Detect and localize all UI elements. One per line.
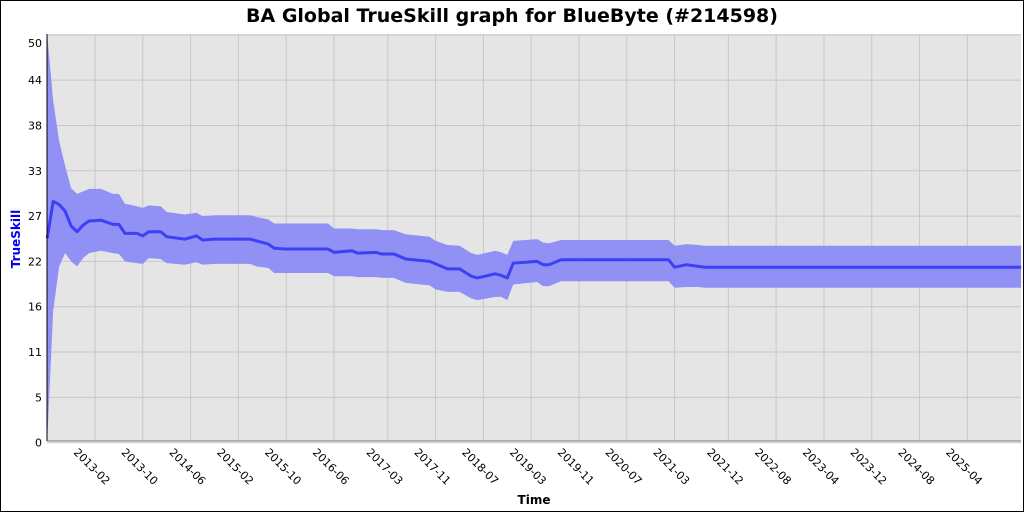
y-axis-label: TrueSkill [9, 210, 23, 268]
grid-lines [47, 34, 1021, 444]
x-tick-label: 2017-11 [411, 446, 453, 488]
mean-trueskill-line [45, 199, 1022, 280]
x-tick-label: 2020-07 [603, 446, 645, 488]
x-tick-label: 2021-03 [650, 446, 692, 488]
chart-title: BA Global TrueSkill graph for BlueByte (… [246, 5, 778, 27]
y-tick-label: 11 [28, 346, 42, 359]
x-tick-label: 2018-07 [459, 446, 501, 488]
x-tick-label: 2023-12 [848, 446, 890, 488]
y-tick-label: 50 [28, 37, 42, 50]
y-tick-label: 16 [28, 301, 42, 314]
y-tick-label: 5 [35, 391, 42, 404]
y-tick-label: 38 [28, 119, 42, 132]
uncertainty-band-group [47, 34, 1022, 442]
y-tick-label: 22 [28, 255, 42, 268]
x-tick-label: 2021-12 [704, 446, 746, 488]
uncertainty-band [47, 34, 1022, 442]
x-tick-label: 2014-06 [166, 446, 208, 488]
mean-line-group [45, 199, 1022, 280]
x-tick-label: 2019-11 [555, 446, 597, 488]
y-tick-label: 44 [28, 74, 42, 87]
x-tick-label: 2015-02 [214, 446, 256, 488]
x-tick-label: 2017-03 [364, 446, 406, 488]
y-tick-label: 33 [28, 165, 42, 178]
x-tick-label: 2019-03 [507, 446, 549, 488]
x-axis-label: Time [518, 493, 551, 507]
x-tick-label: 2025-04 [943, 446, 985, 488]
x-tick-label: 2013-10 [119, 446, 161, 488]
x-tick-label: 2015-10 [262, 446, 304, 488]
y-tick-labels: 0 5 11 16 22 27 33 38 44 50 [28, 37, 42, 450]
x-tick-label: 2013-02 [71, 446, 113, 488]
y-tick-label: 27 [28, 210, 42, 223]
x-tick-label: 2016-06 [310, 446, 352, 488]
x-tick-label: 2023-04 [800, 446, 842, 488]
x-tick-labels: 2013-02 2013-10 2014-06 2015-02 2015-10 2016-… [71, 446, 985, 488]
axes [46, 34, 1021, 442]
y-tick-label: 0 [35, 437, 42, 450]
x-tick-label: 2024-08 [895, 446, 937, 488]
x-tick-label: 2022-08 [752, 446, 794, 488]
